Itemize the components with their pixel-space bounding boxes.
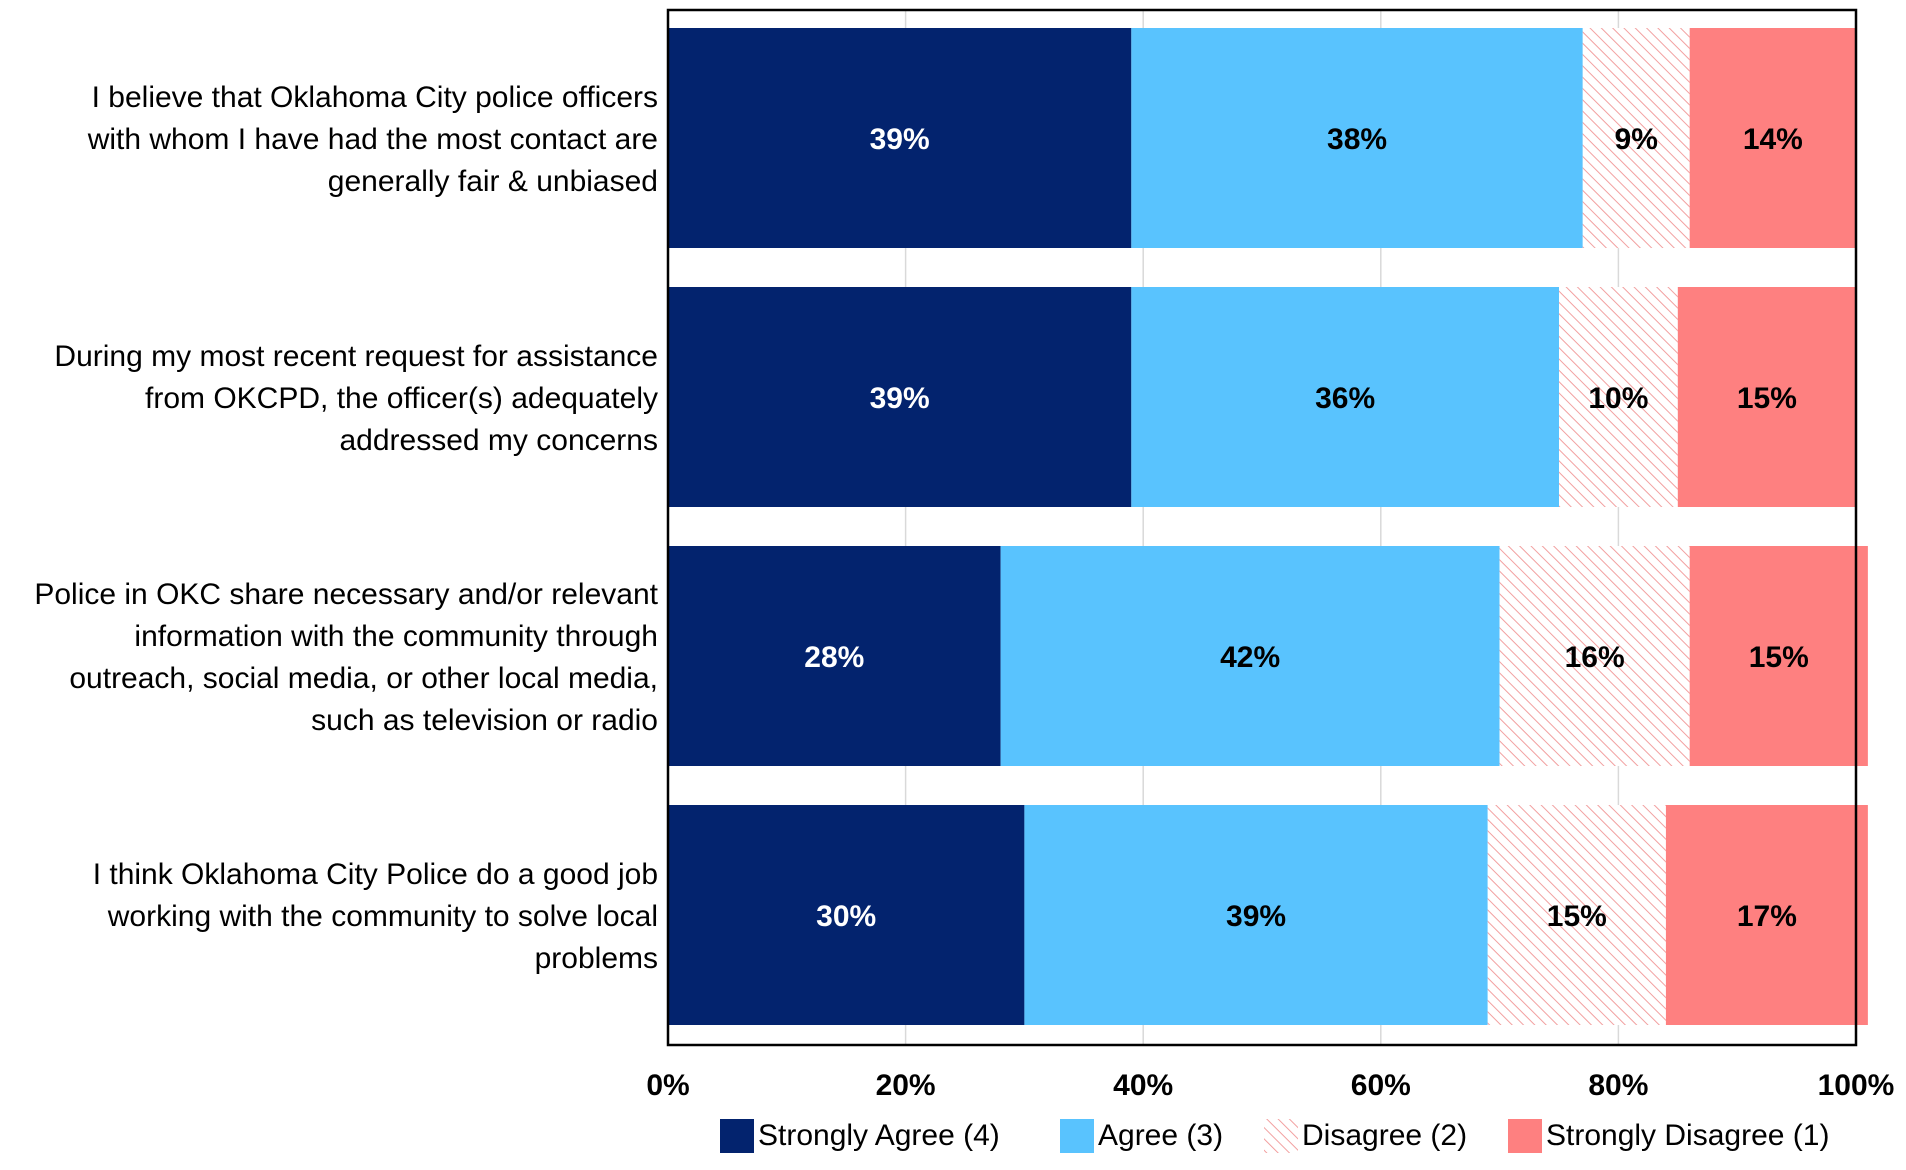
bar-segment — [668, 287, 1132, 507]
data-label: 30% — [816, 900, 876, 933]
legend: Strongly Agree (4) Agree (3) Disagree (2) S… — [720, 1119, 1829, 1153]
data-label: 17% — [1737, 900, 1797, 933]
x-tick-label: 100% — [1818, 1069, 1895, 1102]
category-labels: I believe that Oklahoma City police offi… — [34, 81, 658, 975]
x-tick-label: 60% — [1351, 1069, 1411, 1102]
x-tick-label: 20% — [876, 1069, 936, 1102]
data-label: 15% — [1547, 900, 1607, 933]
data-label: 39% — [870, 123, 930, 156]
bar-segment — [1665, 805, 1868, 1025]
bar-segment — [1559, 287, 1678, 507]
bar-segment — [1689, 28, 1856, 248]
category-label: Police in OKC share necessary and/or rel… — [34, 578, 658, 737]
data-label: 9% — [1615, 123, 1658, 156]
legend-swatch — [720, 1119, 754, 1153]
data-label: 36% — [1315, 382, 1375, 415]
data-label: 10% — [1588, 382, 1648, 415]
legend-swatch — [1508, 1119, 1542, 1153]
category-label: During my most recent request for assist… — [54, 340, 658, 457]
bar-segment — [1131, 28, 1583, 248]
category-label: I believe that Oklahoma City police offi… — [87, 81, 658, 198]
bar-segment — [668, 805, 1025, 1025]
x-tick-label: 0% — [646, 1069, 689, 1102]
data-labels: 39% 38% 9% 14% 39% 36% 10% 15% 28% 42% 16% 15% 30% 39… — [804, 123, 1809, 933]
legend-label: Strongly Agree (4) — [758, 1119, 1000, 1152]
legend-swatch — [1264, 1119, 1298, 1153]
data-label: 39% — [870, 382, 930, 415]
data-label: 39% — [1226, 900, 1286, 933]
bar-segment — [1677, 287, 1856, 507]
bar-segment — [1024, 805, 1488, 1025]
data-label: 38% — [1327, 123, 1387, 156]
x-axis: 0% 20% 40% 60% 80% 100% — [646, 8, 1895, 1102]
legend-label: Disagree (2) — [1302, 1119, 1467, 1152]
bar-segment — [1689, 546, 1868, 766]
bar-segment — [668, 28, 1132, 248]
data-label: 15% — [1749, 641, 1809, 674]
bars — [668, 28, 1868, 1025]
x-tick-label: 80% — [1588, 1069, 1648, 1102]
data-label: 15% — [1737, 382, 1797, 415]
bar-segment — [1499, 546, 1690, 766]
data-label: 14% — [1743, 123, 1803, 156]
category-label: I think Oklahoma City Police do a good j… — [93, 858, 658, 975]
data-label: 42% — [1220, 641, 1280, 674]
plot-frame — [666, 8, 1858, 1047]
bar-segment — [1582, 28, 1690, 248]
legend-label: Agree (3) — [1098, 1119, 1223, 1152]
bar-segment — [1131, 287, 1559, 507]
legend-swatch — [1060, 1119, 1094, 1153]
data-label: 28% — [804, 641, 864, 674]
legend-label: Strongly Disagree (1) — [1546, 1119, 1829, 1152]
data-label: 16% — [1565, 641, 1625, 674]
x-tick-label: 40% — [1113, 1069, 1173, 1102]
bar-segment — [1000, 546, 1500, 766]
bar-segment — [668, 546, 1001, 766]
bar-segment — [1487, 805, 1666, 1025]
